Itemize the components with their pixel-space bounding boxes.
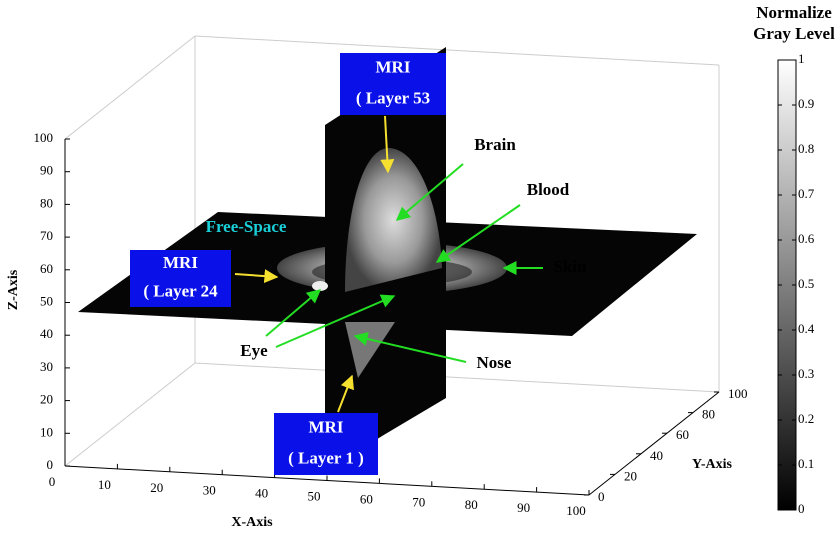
y-tick-label: 60 [676, 427, 689, 442]
annotation-text: MRI [309, 417, 344, 436]
annotation-text: ( Layer 53 [356, 88, 430, 107]
y-tick-label: 0 [598, 489, 605, 504]
annotation-text: Skin [553, 257, 587, 276]
annotation-text: MRI [376, 57, 411, 76]
x-tick-label: 50 [308, 488, 321, 503]
colorbar-tick-label: 0.6 [798, 231, 815, 246]
box-edge [65, 36, 195, 139]
z-tick-label: 100 [34, 130, 54, 145]
y-tick-label: 80 [702, 407, 715, 422]
x-tick-label: 70 [412, 494, 425, 509]
box-edge [195, 36, 719, 65]
annotation-text: Brain [474, 135, 516, 154]
colorbar-tick-label: 0.9 [798, 96, 814, 111]
box-edge [589, 392, 719, 495]
z-tick-label: 40 [40, 326, 53, 341]
z-tick-label: 80 [40, 195, 53, 210]
z-tick-label: 50 [40, 293, 53, 308]
x-tick-label: 40 [255, 486, 268, 501]
colorbar-tick-label: 0.2 [798, 411, 814, 426]
y-tick-label: 100 [728, 386, 748, 401]
x-tick-label: 60 [360, 491, 373, 506]
x-tick-label: 90 [517, 500, 530, 515]
colorbar-tick-label: 0.3 [798, 366, 814, 381]
annotation-text: ( Layer 24 [143, 282, 218, 301]
x-tick-label: 20 [150, 480, 163, 495]
annotation-text: Eye [240, 341, 268, 360]
z-axis-label: Z-Axis [6, 269, 21, 310]
colorbar: 0 0.1 0.2 0.3 0.4 0.5 0.6 0.7 0.8 0.9 1 Normalize Gr… [753, 3, 835, 516]
x-tick-label: 80 [465, 497, 478, 512]
annotation-text: Free-Space [206, 217, 287, 236]
figure: 0102030405060708090100020406080100010203… [0, 0, 836, 533]
eye [312, 281, 328, 291]
box-edge [195, 363, 719, 392]
colorbar-tick-label: 0.4 [798, 321, 815, 336]
annotation-text: MRI [163, 253, 198, 272]
colorbar-title: Gray Level [753, 24, 835, 43]
annotation-text: ( Layer 1 ) [288, 448, 364, 467]
z-tick-label: 10 [40, 424, 53, 439]
colorbar-title: Normalize [756, 3, 832, 22]
annotation-text: Nose [477, 353, 512, 372]
colorbar-tick-label: 0.5 [798, 276, 814, 291]
z-tick-label: 90 [40, 163, 53, 178]
z-tick-label: 60 [40, 261, 53, 276]
y-axis-label: Y-Axis [692, 457, 732, 472]
x-axis-label: X-Axis [231, 515, 273, 530]
x-tick-label: 10 [98, 477, 111, 492]
colorbar-tick-label: 0.7 [798, 186, 815, 201]
annotation-text: Blood [527, 180, 570, 199]
y-tick-label: 20 [624, 468, 637, 483]
colorbar-tick-label: 0 [798, 501, 805, 516]
colorbar-tick-label: 1 [798, 51, 805, 66]
z-tick-label: 0 [47, 457, 54, 472]
colorbar-tick-label: 0.8 [798, 141, 814, 156]
x-tick-label: 100 [566, 503, 586, 518]
z-tick-label: 30 [40, 359, 53, 374]
y-tick-label: 40 [650, 448, 663, 463]
colorbar-tick-label: 0.1 [798, 456, 814, 471]
box-edge [65, 363, 195, 466]
x-tick-label: 0 [49, 474, 56, 489]
x-tick-label: 30 [203, 483, 216, 498]
z-tick-label: 70 [40, 228, 53, 243]
z-tick-label: 20 [40, 392, 53, 407]
